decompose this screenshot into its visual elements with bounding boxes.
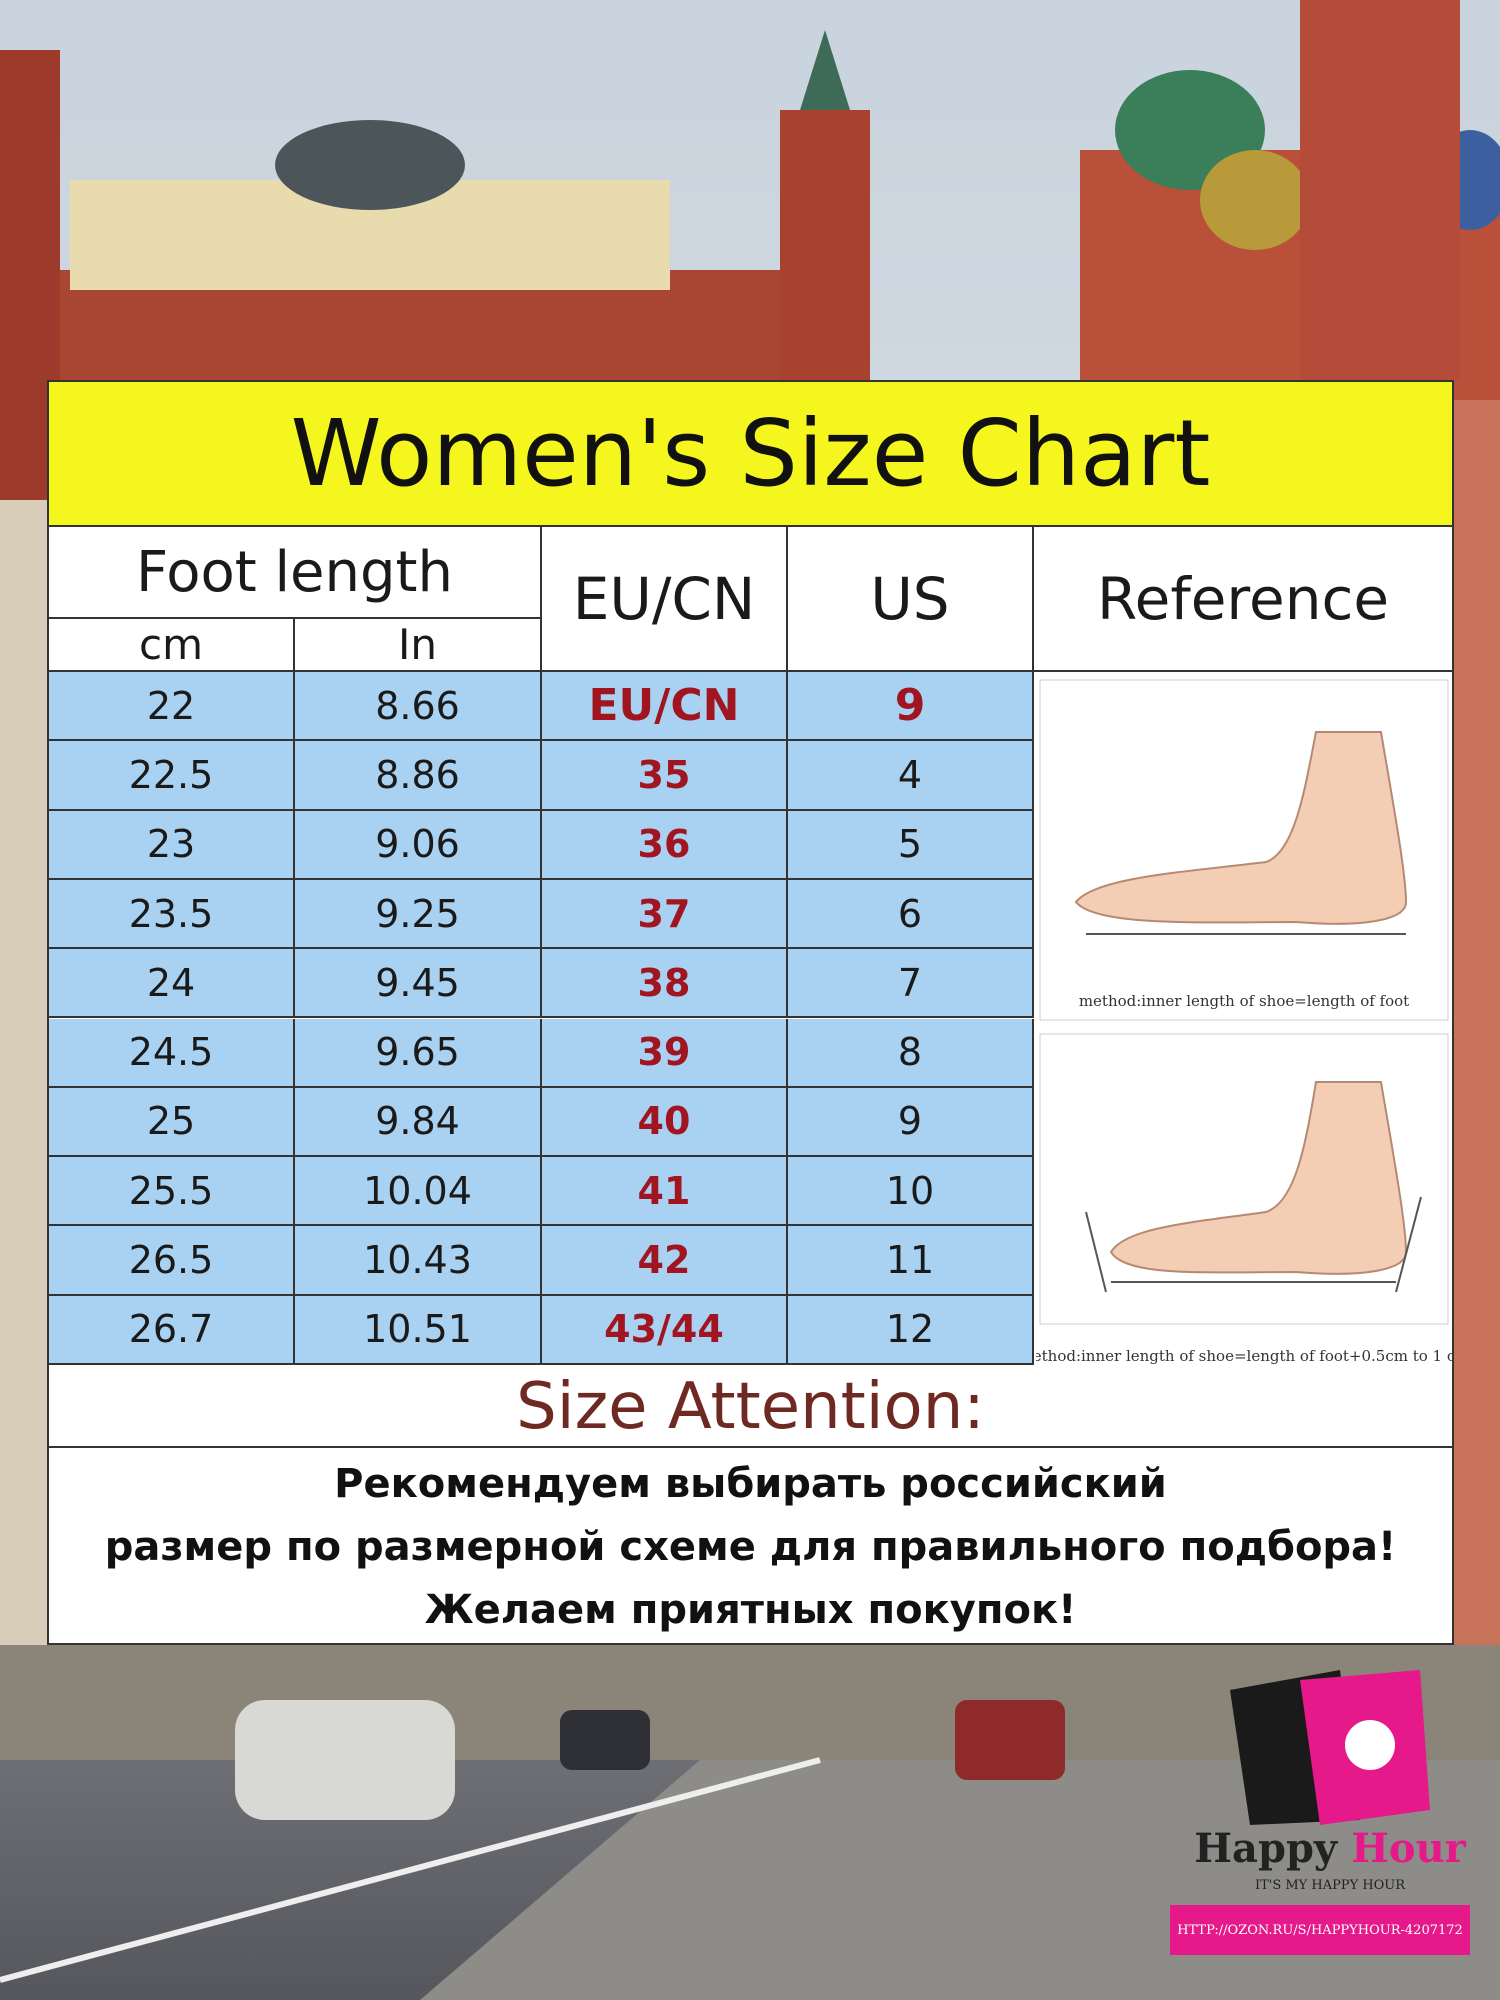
brand-logo xyxy=(1230,1670,1430,1825)
table-cell: 9 xyxy=(788,672,1034,742)
table-cell: 12 xyxy=(788,1295,1034,1365)
table-cell: 41 xyxy=(542,1157,788,1227)
attention-line: размер по размерной схеме для правильног… xyxy=(104,1523,1397,1570)
table-cell: 22.5 xyxy=(49,741,295,811)
table-cell: 10 xyxy=(788,1157,1034,1227)
table-cell: 9 xyxy=(788,1087,1034,1158)
table-cell: 7 xyxy=(788,949,1034,1019)
attention-line: Желаем приятных покупок! xyxy=(424,1587,1077,1634)
table-cell: 26.7 xyxy=(49,1295,295,1365)
reference-illustrations xyxy=(1039,679,1449,1325)
table-cell: 10.51 xyxy=(295,1295,542,1365)
table-cell: 40 xyxy=(542,1087,788,1158)
table-cell: 36 xyxy=(542,810,788,880)
brand-url[interactable]: HTTP://OZON.RU/S/HAPPYHOUR-4207172 xyxy=(1170,1905,1470,1955)
brand-name: Hour xyxy=(1351,1825,1466,1872)
table-cell: 26.5 xyxy=(49,1226,295,1296)
table-cell: 4 xyxy=(788,741,1034,811)
table-cell: 23 xyxy=(49,810,295,880)
table-cell: 10.04 xyxy=(295,1157,542,1227)
table-cell: 23.5 xyxy=(49,879,295,950)
brand: Happy Hour IT'S MY HAPPY HOUR HTTP://OZO… xyxy=(1170,1650,1470,1960)
table-cell: EU/CN xyxy=(542,672,788,742)
table-cell: 22 xyxy=(49,672,295,742)
brand-tagline: IT'S MY HAPPY HOUR xyxy=(1254,1878,1406,1893)
table-cell: 10.43 xyxy=(295,1226,542,1296)
table-cell: 25 xyxy=(49,1087,295,1158)
table-cell: 8.86 xyxy=(295,741,542,811)
table-cell: 5 xyxy=(788,810,1034,880)
header-cell: cm xyxy=(49,619,295,672)
header-cell: US xyxy=(788,527,1034,672)
table-cell: 6 xyxy=(788,879,1034,950)
reference-caption: method:inner length of shoe=length of fo… xyxy=(1078,992,1410,1010)
table-cell: 39 xyxy=(542,1018,788,1088)
table-cell: 25.5 xyxy=(49,1157,295,1227)
table-cell: 42 xyxy=(542,1226,788,1296)
table-cell: 9.25 xyxy=(295,879,542,950)
table-cell: 24.5 xyxy=(49,1018,295,1088)
table-cell: 43/44 xyxy=(542,1295,788,1365)
title: Women's Size Chart xyxy=(49,382,1452,527)
table-cell: 35 xyxy=(542,741,788,811)
table-cell: 24 xyxy=(49,949,295,1019)
table-cell: 11 xyxy=(788,1226,1034,1296)
table-cell: 37 xyxy=(542,879,788,950)
header-cell: Foot length xyxy=(49,527,542,619)
attention-line: Рекомендуем выбирать российский xyxy=(334,1460,1167,1507)
reference-caption: method:inner length of shoe=length of fo… xyxy=(1036,1347,1452,1365)
table-cell: 8.66 xyxy=(295,672,542,742)
table-cell: 9.06 xyxy=(295,810,542,880)
table-cell: 38 xyxy=(542,949,788,1019)
header-cell: Reference xyxy=(1034,527,1452,672)
attention-title: Size Attention: xyxy=(49,1367,1452,1448)
header-cell: In xyxy=(295,619,542,672)
table-cell: 9.65 xyxy=(295,1018,542,1088)
attention-text: Рекомендуем выбирать российский размер по… xyxy=(49,1452,1452,1642)
table-cell: 8 xyxy=(788,1018,1034,1088)
table-cell: 9.45 xyxy=(295,949,542,1019)
header-cell: EU/CN xyxy=(542,527,788,672)
brand-name: Happy xyxy=(1194,1825,1338,1872)
table-cell: 9.84 xyxy=(295,1087,542,1158)
